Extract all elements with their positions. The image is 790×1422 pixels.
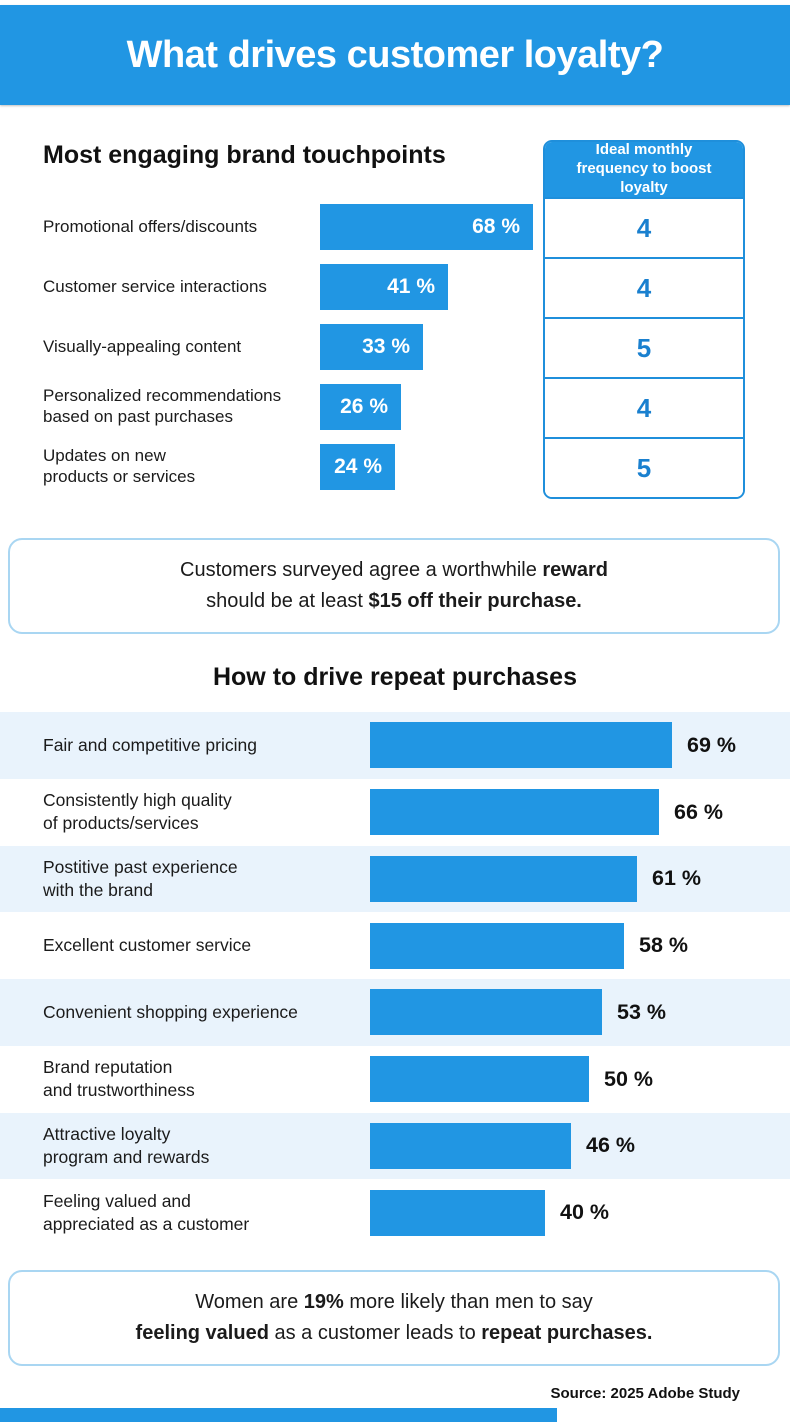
reward-callout: Customers surveyed agree a worthwhile re… (8, 538, 780, 634)
callout-line: Women are 19% more likely than men to sa… (195, 1291, 593, 1313)
callout-line: feeling valued as a customer leads to re… (135, 1322, 653, 1344)
footer-accent-bar (0, 1408, 557, 1422)
page-title: What drives customer loyalty? (126, 33, 664, 76)
repeat-purchase-row: Postitive past experience with the brand 6… (0, 845, 790, 913)
touchpoint-label: Promotional offers/discounts (43, 216, 258, 236)
repeat-purchase-value: 61 % (652, 866, 702, 891)
repeat-purchases-bar-chart: Fair and competitive pricing 69 % Consiste… (0, 712, 790, 1246)
touchpoint-label: Personalized recommendations based on pas… (43, 386, 282, 426)
source-credit: Source: 2025 Adobe Study (550, 1385, 741, 1402)
repeat-purchase-bar (370, 1122, 571, 1169)
frequency-cell: 5 (545, 317, 743, 377)
repeat-purchase-row: Attractive loyalty program and rewards 46 … (0, 1112, 790, 1180)
repeat-purchase-bar (370, 922, 624, 969)
repeat-purchase-value: 50 % (604, 1066, 654, 1091)
repeat-purchase-bar (370, 722, 672, 769)
repeat-purchase-row: Convenient shopping experience 53 % (0, 979, 790, 1046)
repeat-purchase-bar (370, 855, 637, 902)
touchpoint-row: Visually-appealing content 33 % (0, 317, 543, 377)
repeat-purchase-label: Excellent customer service (43, 935, 252, 956)
callout-line: Customers surveyed agree a worthwhile re… (180, 559, 608, 581)
repeat-purchase-row: Consistently high quality of products/ser… (0, 779, 790, 846)
touchpoint-bar: 26 % (320, 384, 401, 430)
frequency-cell: 4 (545, 377, 743, 437)
repeat-purchase-label: Convenient shopping experience (43, 1002, 298, 1022)
repeat-purchases-heading: How to drive repeat purchases (212, 663, 577, 691)
repeat-purchase-row: Excellent customer service 58 % (0, 912, 790, 979)
callout-line: should be at least $15 off their purchas… (206, 590, 582, 612)
repeat-purchase-row: Feeling valued and appreciated as a custo… (0, 1179, 790, 1246)
repeat-purchase-row: Fair and competitive pricing 69 % (0, 712, 790, 779)
repeat-purchase-label: Attractive loyalty program and rewards (43, 1124, 210, 1167)
touchpoint-row: Personalized recommendations based on pas… (0, 377, 543, 437)
touchpoints-bar-chart: Promotional offers/discounts 68 % Customer… (0, 197, 543, 497)
touchpoint-row: Updates on new products or services 24 % (0, 437, 543, 497)
touchpoint-bar: 24 % (320, 444, 395, 490)
repeat-purchase-bar (370, 1056, 589, 1103)
repeat-purchase-label: Consistently high quality of products/ser… (43, 790, 232, 834)
touchpoint-bar: 33 % (320, 324, 423, 370)
repeat-purchase-label: Postitive past experience with the brand (43, 857, 238, 900)
touchpoint-label: Customer service interactions (43, 276, 267, 296)
women-callout: Women are 19% more likely than men to sa… (8, 1270, 780, 1366)
repeat-purchase-label: Brand reputation and trustworthiness (43, 1057, 195, 1101)
repeat-purchase-value: 40 % (560, 1200, 610, 1225)
frequency-cell: 5 (545, 437, 743, 497)
touchpoint-label: Updates on new products or services (43, 446, 196, 486)
touchpoints-section: Most engaging brand touchpoints Promotio… (0, 105, 790, 520)
repeat-purchase-value: 66 % (674, 799, 724, 824)
repeat-purchase-value: 46 % (586, 1133, 636, 1158)
frequency-table-header: Ideal monthly frequency to boost loyalty (545, 142, 743, 197)
repeat-purchase-value: 69 % (687, 732, 737, 757)
touchpoints-heading: Most engaging brand touchpoints (43, 141, 446, 169)
repeat-purchase-label: Fair and competitive pricing (43, 735, 257, 755)
repeat-purchase-row: Brand reputation and trustworthiness 50 % (0, 1046, 790, 1113)
touchpoint-bar: 68 % (320, 204, 533, 250)
repeat-purchase-value: 58 % (639, 933, 689, 958)
repeat-purchase-bar (370, 1189, 545, 1236)
repeat-purchase-bar (370, 789, 659, 836)
repeat-purchase-value: 53 % (617, 999, 667, 1024)
frequency-table: Ideal monthly frequency to boost loyalty… (543, 140, 745, 499)
touchpoint-label: Visually-appealing content (43, 336, 242, 356)
touchpoint-row: Customer service interactions 41 % (0, 257, 543, 317)
touchpoint-bar: 41 % (320, 264, 448, 310)
repeat-purchase-label: Feeling valued and appreciated as a custo… (43, 1190, 250, 1234)
repeat-purchase-bar (370, 989, 602, 1036)
frequency-cell: 4 (545, 197, 743, 257)
touchpoint-row: Promotional offers/discounts 68 % (0, 197, 543, 257)
frequency-cell: 4 (545, 257, 743, 317)
header-banner: What drives customer loyalty? (0, 5, 790, 105)
